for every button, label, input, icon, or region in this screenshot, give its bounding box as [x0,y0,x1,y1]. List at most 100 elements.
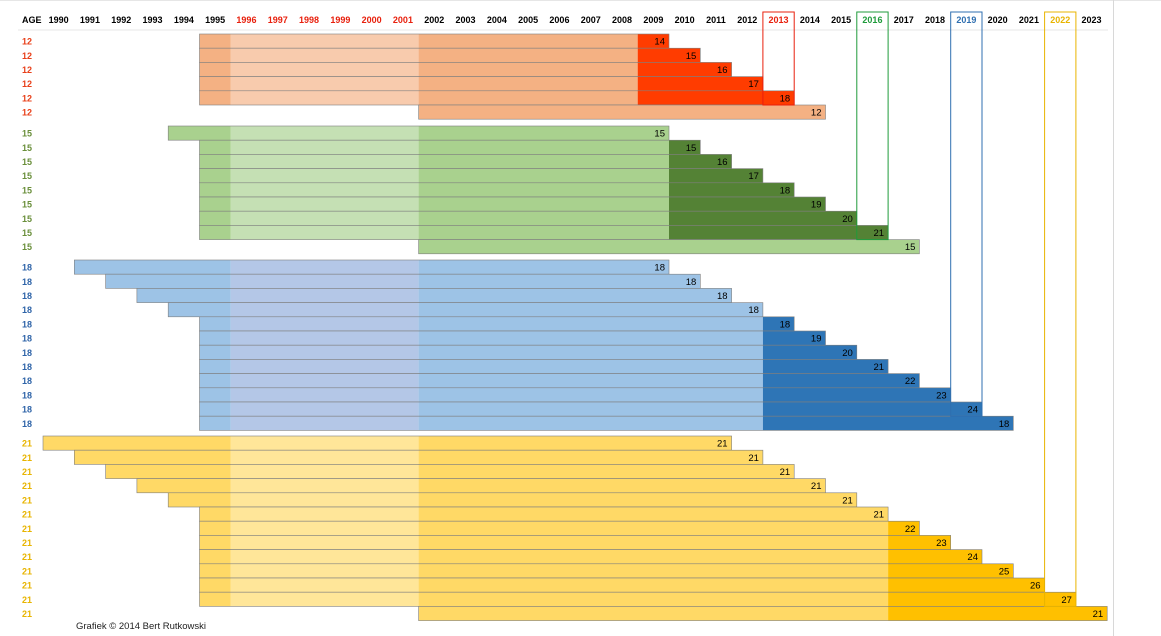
bar-segment [418,359,763,374]
bar-segment [418,168,669,183]
bar-segment [418,507,889,522]
x-tick-label: 2015 [831,15,851,25]
bar-segment [230,549,419,564]
bar-segment [199,34,231,49]
bar-segment [74,260,231,275]
bar-data-label: 21 [717,439,728,450]
bar-segment [199,211,231,226]
bar-data-label: 15 [654,129,665,140]
bar-data-label: 15 [905,242,916,253]
bar-segment [418,464,795,479]
bar-segment [230,197,419,212]
row-age-label: 18 [22,319,32,329]
bar-segment [199,402,231,417]
bar-segment [168,126,231,141]
x-tick-label: 2019 [956,15,976,25]
x-tick-label: 1990 [49,15,69,25]
bar-segment [230,492,419,507]
x-tick-label: 1994 [174,15,194,25]
bar-segment [418,302,763,317]
row-age-label: 12 [22,79,32,89]
x-tick-label: 2022 [1050,15,1070,25]
bar-segment [230,592,419,607]
row-age-label: 21 [22,467,32,477]
bar-data-label: 18 [686,277,697,288]
row-age-label: 21 [22,510,32,520]
bar-segment [168,492,231,507]
bar-segment [230,168,419,183]
row-age-label: 18 [22,291,32,301]
bar-data-label: 18 [780,93,791,104]
x-tick-label: 2002 [424,15,444,25]
highlight-year-frame [856,11,889,241]
bar-data-label: 21 [874,510,885,521]
row-age-label: 18 [22,405,32,415]
bar-segment [418,274,701,289]
bar-segment [418,450,763,465]
bar-segment [418,239,920,254]
row-age-label: 12 [22,108,32,118]
row-age-label: 15 [22,157,32,167]
bar-segment [669,211,857,226]
row-age-label: 18 [22,348,32,358]
page-top-border [0,0,1161,1]
bar-data-label: 18 [748,305,759,316]
x-tick-label: 1996 [236,15,256,25]
row-age-label: 12 [22,37,32,47]
bar-segment [669,168,763,183]
bar-data-label: 26 [1030,581,1041,592]
bar-segment [230,478,419,493]
bar-segment [230,535,419,550]
bar-segment [199,90,231,105]
bar-segment [230,507,419,522]
bar-segment [762,316,795,331]
highlight-year-frame [1044,11,1077,607]
bar-segment [230,260,419,275]
bar-segment [230,90,419,105]
bar-segment [199,416,231,431]
bar-segment [230,373,419,388]
x-tick-label: 2013 [769,15,789,25]
bar-segment [168,302,231,317]
bar-segment [637,76,763,91]
bar-data-label: 18 [654,263,665,274]
bar-segment [230,331,419,346]
row-age-label: 15 [22,143,32,153]
row-age-label: 21 [22,439,32,449]
bar-segment [418,260,669,275]
bar-segment [418,492,857,507]
bar-segment [199,373,231,388]
bar-segment [418,606,889,621]
row-age-label: 18 [22,390,32,400]
row-age-label: 15 [22,228,32,238]
bar-segment [230,211,419,226]
x-tick-label: 2017 [894,15,914,25]
bar-segment [105,274,231,289]
row-age-label: 21 [22,581,32,591]
bar-segment [418,535,889,550]
bar-data-label: 17 [748,171,759,182]
bar-segment [230,34,419,49]
highlight-year-frame [762,11,795,106]
bar-segment [418,76,638,91]
bar-segment [888,563,1014,578]
chart-credit: Grafiek © 2014 Bert Rutkowski [76,621,207,632]
row-age-label: 12 [22,65,32,75]
bar-data-label: 15 [686,51,697,62]
x-tick-label: 2020 [988,15,1008,25]
bar-data-label: 24 [967,552,978,563]
bar-segment [230,126,419,141]
bar-data-label: 21 [842,495,853,506]
bar-segment [199,549,231,564]
bar-segment [199,535,231,550]
bar-segment [637,90,795,105]
bar-segment [418,225,669,240]
bar-segment [199,225,231,240]
bar-segment [74,450,231,465]
bar-segment [669,182,795,197]
bar-data-label: 18 [999,419,1010,430]
bar-segment [669,154,732,169]
bar-segment [230,62,419,77]
bar-segment [637,34,669,49]
